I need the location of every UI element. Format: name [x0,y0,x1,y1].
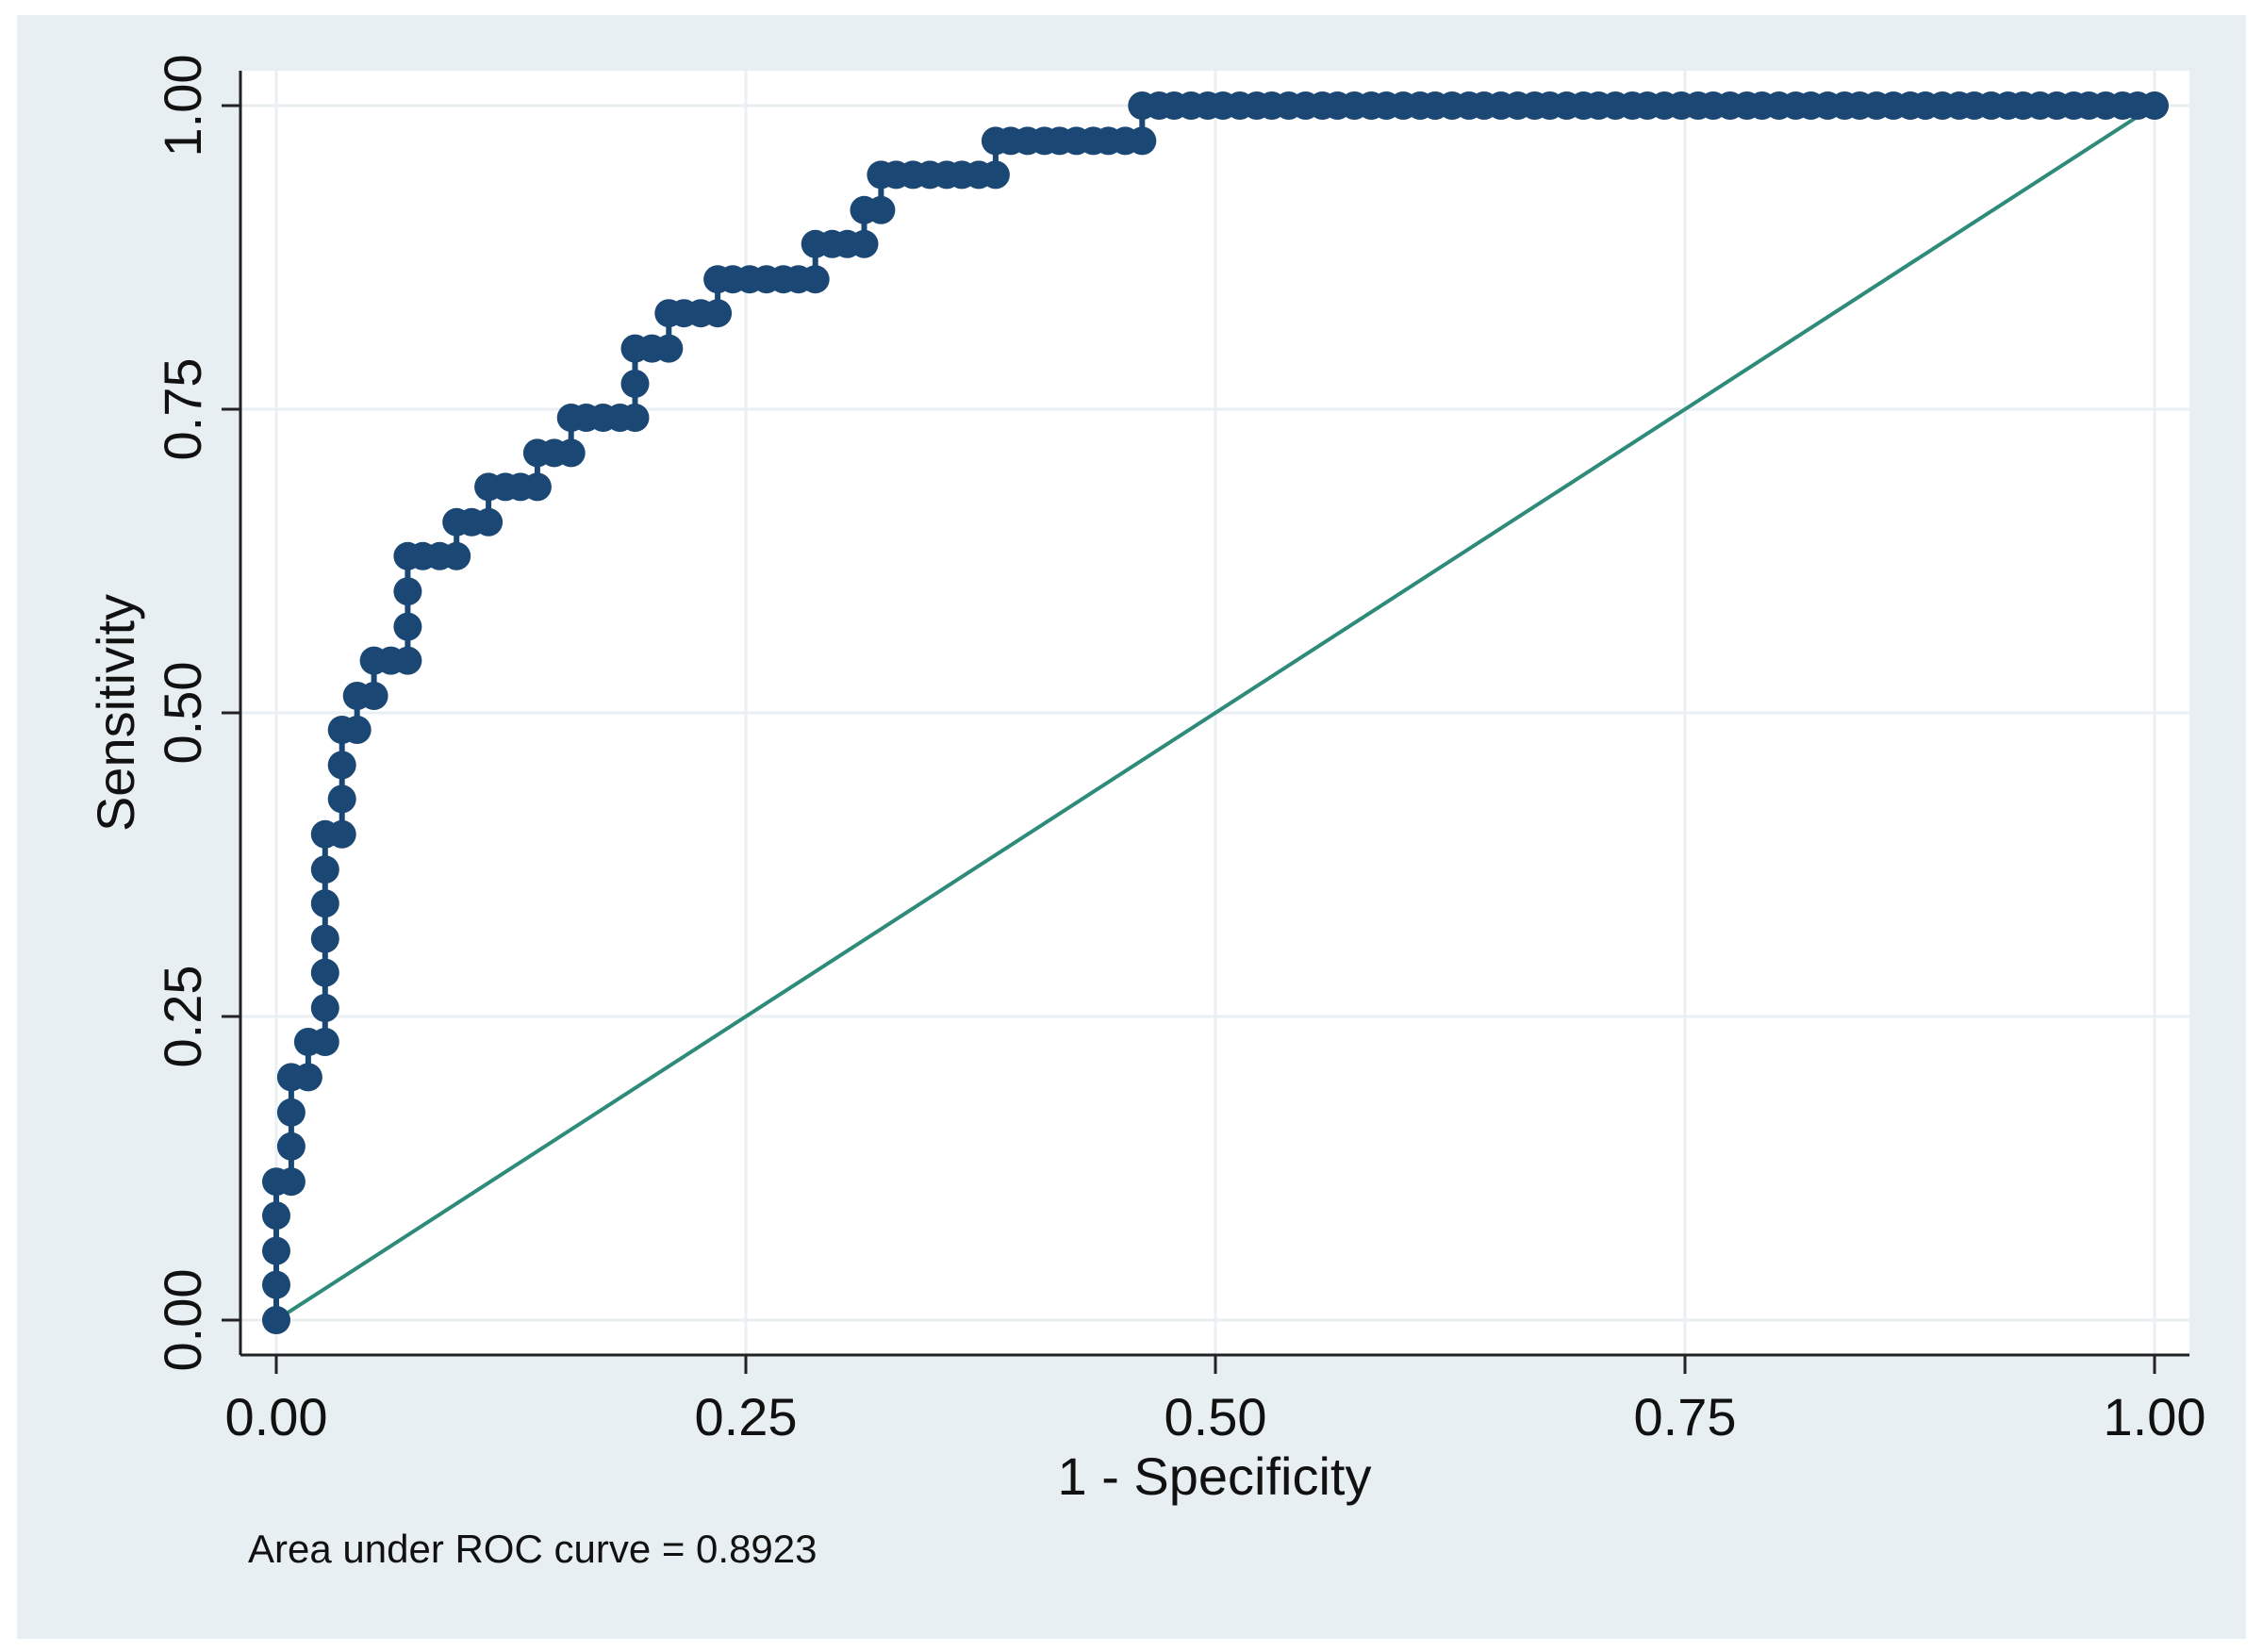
y-tick-label: 0.00 [153,1269,212,1372]
roc-point [276,1167,306,1197]
roc-point [276,1098,306,1127]
roc-point [620,370,650,398]
roc-point [522,472,552,502]
roc-point [293,1063,322,1092]
roc-point [981,160,1010,190]
x-axis-title: 1 - Specificity [1058,1446,1372,1506]
roc-point [327,751,356,780]
roc-point [327,785,356,814]
x-tick-label: 0.75 [1634,1387,1737,1446]
y-tick-label: 0.75 [153,358,212,461]
x-tick-labels: 0.00 0.25 0.50 0.75 1.00 [225,1387,2206,1446]
roc-point [620,404,650,432]
x-tick-label: 1.00 [2104,1387,2206,1446]
y-tick-label: 0.50 [153,662,212,765]
roc-point [801,265,830,294]
roc-point [393,577,422,606]
x-tick-label: 0.00 [225,1387,328,1446]
roc-point [474,507,504,537]
roc-point [850,229,879,258]
roc-point [310,889,339,918]
roc-point [310,855,339,884]
roc-point [556,438,586,468]
roc-point [442,541,471,570]
y-tick-label: 0.25 [153,966,212,1068]
roc-point [262,1236,290,1265]
y-tick-label: 1.00 [153,55,212,157]
roc-point [262,1270,290,1299]
tick-marks [222,104,2156,1374]
roc-point [262,1306,290,1334]
roc-point [310,1028,339,1056]
roc-point [262,1201,290,1231]
roc-point [654,334,684,363]
roc-point [867,195,896,224]
reference-line-layer [274,104,2156,1322]
reference-line [274,104,2156,1322]
roc-point [1128,126,1157,156]
auc-note: Area under ROC curve = 0.8923 [248,1527,818,1571]
roc-point [393,646,422,675]
roc-point [310,958,339,987]
roc-point [310,994,339,1022]
y-axis-title: Sensitivity [86,594,145,832]
roc-point [359,682,388,710]
roc-point [703,299,733,328]
y-tick-labels: 0.00 0.25 0.50 0.75 1.00 [153,55,212,1372]
roc-point [327,819,356,849]
roc-point [310,924,339,953]
roc-curve-layer [262,91,2169,1334]
roc-point [276,1132,306,1161]
x-tick-label: 0.50 [1165,1387,1267,1446]
roc-point [342,716,372,744]
x-tick-label: 0.25 [695,1387,798,1446]
roc-point [2140,91,2169,120]
roc-point [393,612,422,641]
